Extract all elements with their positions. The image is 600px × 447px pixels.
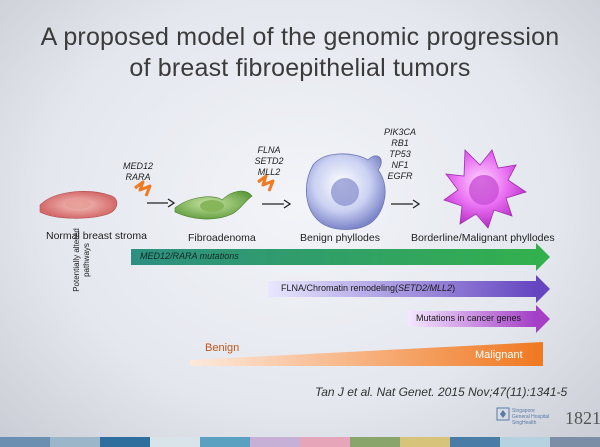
pathway-bar-flna (268, 275, 550, 303)
footer-color-strip (0, 437, 600, 447)
pathway-bar-cancer-genes (408, 305, 550, 333)
hospital-logo-icon (496, 407, 510, 421)
bar-label-flna-suffix: ) (452, 283, 456, 293)
pathways-axis-label: Potentially altered pathways (72, 228, 91, 292)
arrow-3 (391, 199, 421, 209)
arrow-1 (134, 180, 176, 208)
stage-fibroadenoma: Fibroadenoma (188, 232, 256, 244)
arrow-2 (257, 174, 292, 209)
bar-label-flna-italic: SETD2/MLL2 (398, 283, 453, 293)
hospital-logo-text: Singapore General Hospital SingHealth (512, 408, 549, 426)
benign-phyllodes-cell (306, 153, 386, 230)
genes-step-3: PIK3CA RB1 TP53 NF1 EGFR (383, 127, 416, 181)
malignant-label: Malignant (475, 349, 523, 361)
benign-label: Benign (205, 342, 240, 354)
pathway-bar-med12 (131, 243, 550, 271)
slide-title: A proposed model of the genomic progress… (0, 22, 600, 84)
bar-label-med12: MED12/RARA mutations (140, 251, 239, 261)
genes-step-2: FLNA SETD2 MLL2 (254, 145, 284, 177)
benign-malignant-gradient (190, 342, 543, 366)
title-line-2: of breast fibroepithelial tumors (129, 54, 471, 82)
citation: Tan J et al. Nat Genet. 2015 Nov;47(11):… (315, 385, 568, 399)
bar-label-cancer-genes: Mutations in cancer genes (416, 313, 522, 323)
stage-borderline-malignant: Borderline/Malignant phyllodes (411, 232, 555, 244)
logo-line-2: General Hospital (512, 414, 550, 420)
logo-year: 1821 (565, 408, 600, 428)
genes-step-1: MED12 RARA (122, 161, 153, 182)
bar-label-flna-prefix: FLNA/Chromatin remodeling( (281, 283, 399, 293)
logo-line-3: SingHealth (512, 420, 537, 426)
normal-stroma-cell (39, 191, 118, 219)
fibroadenoma-cell (174, 190, 253, 220)
malignant-phyllodes-cell (443, 149, 527, 229)
logo-line-1: Singapore (512, 408, 535, 414)
bar-label-flna: FLNA/Chromatin remodeling(SETD2/MLL2) (281, 283, 455, 293)
stage-benign-phyllodes: Benign phyllodes (300, 232, 380, 244)
title-line-1: A proposed model of the genomic progress… (40, 23, 560, 51)
stage-normal-stroma: Normal breast stroma (46, 230, 147, 242)
